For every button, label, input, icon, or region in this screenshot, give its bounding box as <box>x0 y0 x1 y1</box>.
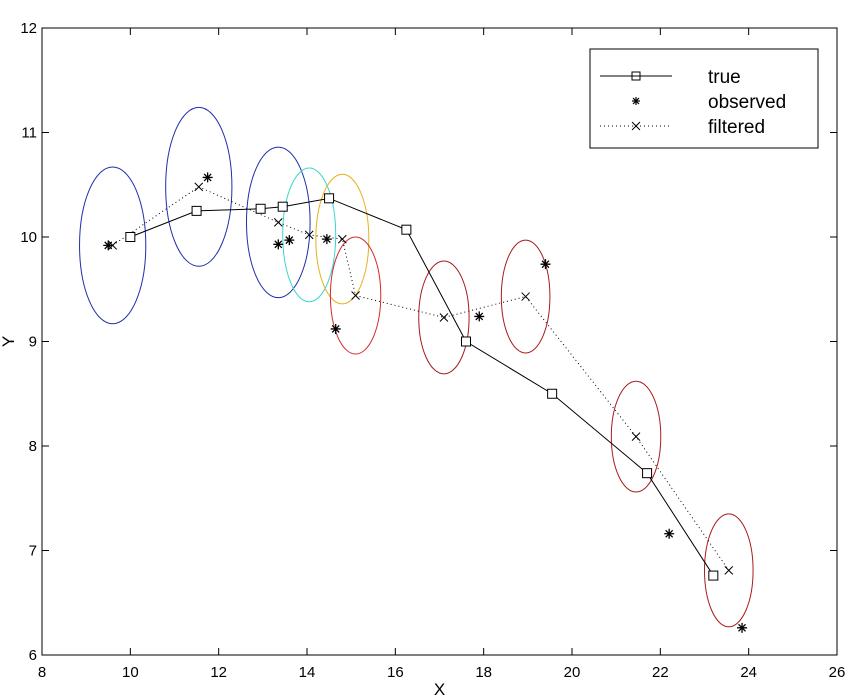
legend-observed-label: observed <box>708 92 786 113</box>
covariance-ellipse-10 <box>704 513 754 628</box>
legend-filtered-label: filtered <box>708 117 765 138</box>
observed-marker-3 <box>273 239 284 250</box>
true-marker-9 <box>642 468 653 479</box>
filtered-marker-8 <box>521 292 530 301</box>
filtered-marker-3 <box>273 218 283 227</box>
observed-marker-6 <box>330 323 341 334</box>
legend: true observed filtered <box>589 48 819 149</box>
observed-marker-1 <box>103 240 114 251</box>
covariance-ellipse-9 <box>610 380 662 493</box>
y-tick-label-7: 7 <box>29 543 37 560</box>
covariance-ellipse-5 <box>315 173 370 305</box>
true-marker-7 <box>461 336 471 347</box>
ellipses-layer <box>79 106 754 628</box>
x-tick-label-22: 22 <box>652 664 669 681</box>
x-tick-label-24: 24 <box>740 664 757 681</box>
observed-marker-10 <box>737 622 748 633</box>
covariance-ellipse-4 <box>282 167 337 303</box>
legend-true-label: true <box>708 67 741 88</box>
covariance-ellipse-3 <box>245 146 311 299</box>
ticks-layer: 8 10 12 14 16 18 20 22 24 26 6 7 8 9 10 11 12 <box>20 20 845 681</box>
covariance-ellipse-8 <box>500 239 551 354</box>
x-tick-label-18: 18 <box>475 664 492 681</box>
observed-marker-8 <box>540 259 551 270</box>
covariance-ellipse-7 <box>418 260 470 375</box>
true-marker-10 <box>708 570 719 581</box>
filtered-marker-5 <box>337 234 347 244</box>
x-tick-label-10: 10 <box>122 664 139 681</box>
y-axis-label: Y <box>0 336 18 347</box>
true-marker-1 <box>125 232 136 242</box>
filtered-marker-7 <box>439 313 449 322</box>
filtered-marker-4 <box>304 230 314 240</box>
observed-marker-9 <box>664 528 675 539</box>
true-marker-5 <box>324 193 335 204</box>
observed-marker-7 <box>474 311 485 322</box>
filtered-line <box>112 186 730 571</box>
observed-marker-2 <box>202 172 213 183</box>
x-tick-label-16: 16 <box>387 664 404 681</box>
filtered-marker-2 <box>194 182 204 192</box>
legend-filtered-marker <box>631 121 641 131</box>
x-tick-label-20: 20 <box>564 664 581 681</box>
filtered-marker-6 <box>351 291 360 300</box>
x-tick-label-8: 8 <box>38 664 46 681</box>
true-marker-3 <box>255 203 266 214</box>
covariance-ellipse-6 <box>329 236 382 355</box>
filtered-marker-10 <box>724 566 734 575</box>
covariance-ellipse-2 <box>165 106 233 267</box>
observed-marker-5 <box>321 234 332 245</box>
y-tick-label-10: 10 <box>20 229 37 246</box>
legend-box <box>589 48 819 149</box>
x-tick-label-26: 26 <box>829 664 846 681</box>
x-tick-label-14: 14 <box>299 664 316 681</box>
y-tick-label-11: 11 <box>21 125 37 142</box>
observed-marker-4 <box>284 235 295 246</box>
true-line <box>130 197 714 576</box>
y-tick-label-6: 6 <box>29 647 37 664</box>
legend-observed-marker <box>632 97 640 105</box>
x-axis-label: X <box>434 680 445 697</box>
true-marker-2 <box>191 205 202 216</box>
true-marker-8 <box>547 388 558 399</box>
y-tick-label-9: 9 <box>29 334 37 351</box>
x-tick-label-12: 12 <box>210 664 227 681</box>
true-marker-4 <box>277 201 288 212</box>
y-tick-label-8: 8 <box>29 438 37 455</box>
y-tick-label-12: 12 <box>20 20 37 37</box>
series-layer <box>103 172 748 633</box>
filtered-marker-9 <box>631 432 641 441</box>
covariance-ellipse-1 <box>79 166 147 325</box>
true-marker-6 <box>401 224 412 235</box>
legend-true-marker <box>631 71 641 81</box>
